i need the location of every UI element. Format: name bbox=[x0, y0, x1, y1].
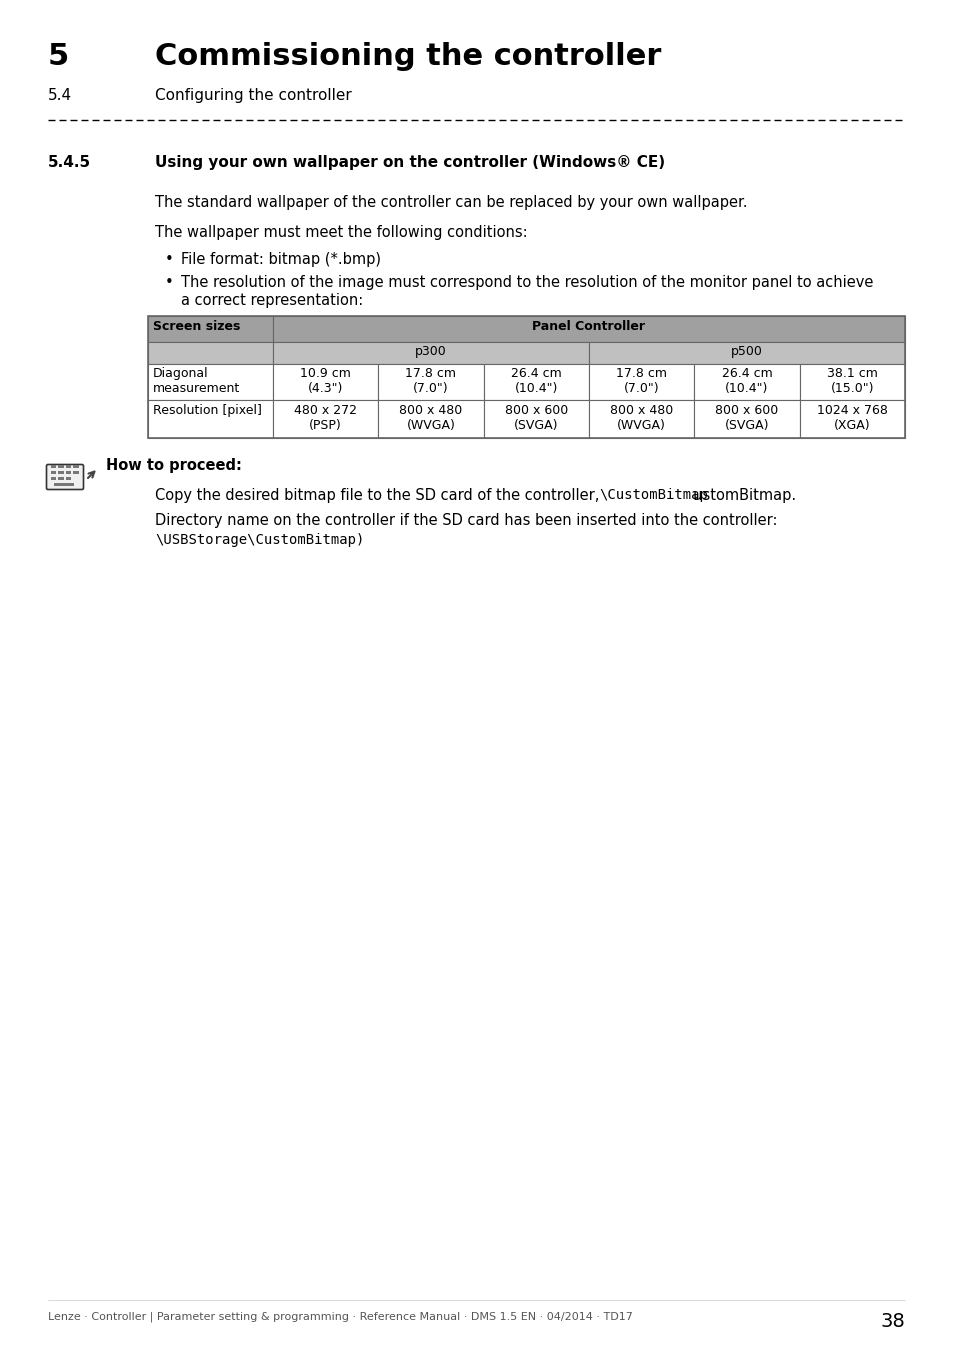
Text: The wallpaper must meet the following conditions:: The wallpaper must meet the following co… bbox=[154, 225, 527, 240]
Text: Resolution [pixel]: Resolution [pixel] bbox=[152, 404, 262, 417]
Text: Diagonal
measurement: Diagonal measurement bbox=[152, 367, 240, 396]
Text: 1024 x 768
(XGA): 1024 x 768 (XGA) bbox=[816, 404, 887, 432]
Text: •: • bbox=[165, 275, 173, 290]
Text: 480 x 272
(PSP): 480 x 272 (PSP) bbox=[294, 404, 356, 432]
Bar bbox=[273, 316, 904, 342]
Text: Directory name on the controller if the SD card has been inserted into the contr: Directory name on the controller if the … bbox=[154, 513, 777, 528]
Bar bbox=[694, 400, 799, 437]
Text: .: . bbox=[692, 487, 697, 504]
Bar bbox=[148, 364, 273, 400]
Bar bbox=[66, 464, 71, 468]
Text: 5.4: 5.4 bbox=[48, 88, 72, 103]
Text: 10.9 cm
(4.3"): 10.9 cm (4.3") bbox=[300, 367, 351, 396]
Text: Commissioning the controller: Commissioning the controller bbox=[154, 42, 660, 72]
Bar bbox=[58, 464, 64, 468]
Bar bbox=[51, 464, 56, 468]
Bar bbox=[273, 342, 588, 365]
Text: 38.1 cm
(15.0"): 38.1 cm (15.0") bbox=[826, 367, 877, 396]
Bar bbox=[148, 342, 273, 365]
Bar bbox=[54, 483, 74, 486]
Text: •: • bbox=[165, 252, 173, 267]
Text: Screen sizes: Screen sizes bbox=[152, 320, 240, 333]
Text: Panel Controller: Panel Controller bbox=[532, 320, 645, 333]
Bar bbox=[378, 400, 483, 437]
Text: 800 x 480
(WVGA): 800 x 480 (WVGA) bbox=[399, 404, 462, 432]
Bar bbox=[378, 364, 483, 400]
Text: 5.4.5: 5.4.5 bbox=[48, 155, 91, 170]
Bar bbox=[58, 477, 64, 481]
Text: Using your own wallpaper on the controller (Windows® CE): Using your own wallpaper on the controll… bbox=[154, 155, 664, 170]
Text: p500: p500 bbox=[730, 346, 762, 358]
Bar bbox=[58, 471, 64, 474]
Text: 800 x 600
(SVGA): 800 x 600 (SVGA) bbox=[504, 404, 567, 432]
Text: File format: bitmap (*.bmp): File format: bitmap (*.bmp) bbox=[181, 252, 380, 267]
Bar bbox=[66, 477, 71, 481]
Text: 800 x 600
(SVGA): 800 x 600 (SVGA) bbox=[715, 404, 778, 432]
Bar bbox=[588, 342, 904, 365]
Text: 38: 38 bbox=[880, 1312, 904, 1331]
Bar bbox=[799, 400, 904, 437]
Bar bbox=[51, 471, 56, 474]
Bar bbox=[273, 400, 378, 437]
Text: Copy the desired bitmap file to the SD card of the controller, directory: \Custo: Copy the desired bitmap file to the SD c… bbox=[154, 487, 796, 504]
Text: 26.4 cm
(10.4"): 26.4 cm (10.4") bbox=[720, 367, 772, 396]
Bar bbox=[66, 471, 71, 474]
Bar bbox=[598, 487, 693, 504]
Bar bbox=[588, 400, 694, 437]
Text: How to proceed:: How to proceed: bbox=[106, 458, 242, 472]
Text: \CustomBitmap: \CustomBitmap bbox=[598, 487, 707, 502]
Bar bbox=[51, 477, 56, 481]
Bar bbox=[588, 364, 694, 400]
Bar bbox=[148, 400, 273, 437]
Bar bbox=[483, 364, 588, 400]
Bar bbox=[148, 316, 273, 342]
Bar bbox=[694, 364, 799, 400]
Text: Configuring the controller: Configuring the controller bbox=[154, 88, 352, 103]
Text: \USBStorage\CustomBitmap): \USBStorage\CustomBitmap) bbox=[154, 533, 364, 547]
Bar bbox=[73, 464, 79, 468]
Bar bbox=[148, 316, 904, 437]
Text: 5: 5 bbox=[48, 42, 70, 72]
Bar bbox=[799, 364, 904, 400]
Text: 800 x 480
(WVGA): 800 x 480 (WVGA) bbox=[609, 404, 673, 432]
Text: a correct representation:: a correct representation: bbox=[181, 293, 363, 308]
Text: 17.8 cm
(7.0"): 17.8 cm (7.0") bbox=[405, 367, 456, 396]
Text: The standard wallpaper of the controller can be replaced by your own wallpaper.: The standard wallpaper of the controller… bbox=[154, 194, 747, 211]
Bar bbox=[73, 471, 79, 474]
Text: 17.8 cm
(7.0"): 17.8 cm (7.0") bbox=[616, 367, 666, 396]
Bar bbox=[483, 400, 588, 437]
FancyBboxPatch shape bbox=[47, 464, 84, 490]
Text: The resolution of the image must correspond to the resolution of the monitor pan: The resolution of the image must corresp… bbox=[181, 275, 872, 290]
Text: 26.4 cm
(10.4"): 26.4 cm (10.4") bbox=[511, 367, 561, 396]
Text: p300: p300 bbox=[415, 346, 446, 358]
Text: Lenze · Controller | Parameter setting & programming · Reference Manual · DMS 1.: Lenze · Controller | Parameter setting &… bbox=[48, 1312, 632, 1323]
Bar bbox=[273, 364, 378, 400]
